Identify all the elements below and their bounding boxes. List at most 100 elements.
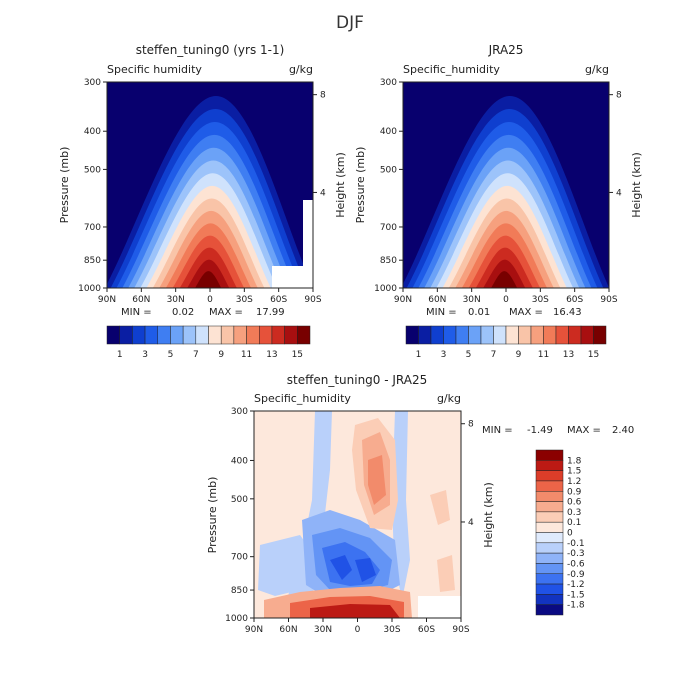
- panel-difference-ytick-label: 300: [231, 407, 248, 417]
- panel-model-field: [107, 82, 313, 288]
- panel-model-ytick-label: 400: [84, 127, 101, 137]
- panel-model-colorbar-cell: [233, 325, 247, 345]
- panel-model-colorbar-cell: [220, 325, 235, 345]
- panel-reanalysis-colorbar-cell: [468, 325, 482, 345]
- panel-reanalysis-colorbar-cell: [518, 325, 532, 345]
- panel-model-colorbar-cell: [259, 325, 273, 345]
- panel-difference-colorbar-label: -1.2: [567, 580, 585, 590]
- panel-difference-xtick-label: 30S: [383, 625, 400, 635]
- panel-model-ylabel: Pressure (mb): [58, 147, 71, 224]
- panel-difference-colorbar-label: -0.9: [567, 570, 585, 580]
- panel-reanalysis-ytick-label: 400: [380, 127, 397, 137]
- panel-difference-xtick-label: 60S: [418, 625, 435, 635]
- panel-model-colorbar-label: 1: [117, 350, 123, 360]
- panel-difference-colorbar-cell: [535, 532, 564, 544]
- panel-difference-colorbar-label: -0.1: [567, 539, 585, 549]
- panel-reanalysis-xtick-label: 90N: [394, 295, 412, 305]
- panel-model-ytick-label: 300: [84, 78, 101, 88]
- panel-model-colorbar-label: 7: [193, 350, 199, 360]
- panel-difference-colorbar-cell: [535, 460, 564, 471]
- panel-reanalysis-units: g/kg: [585, 63, 609, 76]
- panel-difference-colorbar-cell: [535, 501, 564, 513]
- panel-difference-left-label: Specific_humidity: [254, 392, 351, 405]
- panel-model-height-tick-label: 8: [320, 91, 326, 101]
- panel-reanalysis: JRA25 Specific_humidity g/kg 90N 60N 30N 0 3…: [354, 43, 643, 360]
- panel-model-xtick-label: 90N: [98, 295, 116, 305]
- panel-model-colorbar-cell: [271, 325, 285, 345]
- panel-reanalysis-height-tick-label: 4: [616, 188, 622, 198]
- panel-model-ytick-label: 850: [84, 256, 101, 266]
- panel-model-colorbar-label: 15: [292, 350, 303, 360]
- panel-difference-max-value: 2.40: [612, 425, 634, 436]
- panel-reanalysis-colorbar-label: 5: [466, 350, 472, 360]
- panel-model-missing-region: [272, 266, 313, 288]
- panel-model-colorbar-label: 9: [218, 350, 224, 360]
- panel-reanalysis-colorbar-cell: [418, 325, 432, 345]
- panel-difference-colorbar-label: -1.8: [567, 601, 585, 611]
- panel-reanalysis-colorbar-label: 7: [491, 350, 497, 360]
- panel-reanalysis-xtick-label: 30S: [532, 295, 549, 305]
- panel-model-left-label: Specific humidity: [107, 63, 202, 76]
- panel-difference-colorbar-cell: [535, 449, 564, 461]
- panel-reanalysis-colorbar-cell: [455, 325, 469, 345]
- panel-reanalysis-colorbar-cell: [568, 325, 582, 345]
- panel-model-colorbar-cell: [208, 325, 222, 345]
- panel-reanalysis-ylabel: Pressure (mb): [354, 147, 367, 224]
- panel-difference-colorbar-label: -0.6: [567, 559, 585, 569]
- panel-reanalysis-xtick-label: 60S: [566, 295, 583, 305]
- panel-reanalysis-min-value: 0.01: [468, 307, 490, 318]
- panel-difference-missing-region: [418, 596, 461, 618]
- panel-reanalysis-colorbar-label: 9: [516, 350, 522, 360]
- panel-model-xtick-label: 60S: [270, 295, 287, 305]
- panel-reanalysis-xtick-label: 60N: [428, 295, 446, 305]
- panel-difference-colorbar-label: -1.5: [567, 590, 585, 600]
- panel-reanalysis-colorbar-label: 15: [588, 350, 599, 360]
- panel-difference-height-tick-label: 4: [468, 518, 474, 528]
- panel-reanalysis-colorbar-cell: [593, 325, 607, 345]
- panel-difference-contour-band: [258, 535, 318, 596]
- panel-difference-colorbar-label: -0.3: [567, 549, 585, 559]
- panel-difference-contour-band: [368, 455, 386, 505]
- panel-model-colorbar-cell: [182, 325, 197, 345]
- panel-reanalysis-colorbar-cell: [443, 325, 457, 345]
- panel-difference-xtick-label: 90N: [245, 625, 263, 635]
- panel-model-colorbar-label: 13: [266, 350, 277, 360]
- panel-difference-xtick-label: 60N: [279, 625, 297, 635]
- panel-reanalysis-colorbar-label: 13: [563, 350, 574, 360]
- panel-difference: steffen_tuning0 - JRA25 Specific_humidit…: [206, 373, 634, 635]
- panel-difference-colorbar-cell: [535, 563, 564, 574]
- panel-reanalysis-ytick-label: 850: [380, 256, 397, 266]
- panel-difference-colorbar-label: 0.3: [567, 508, 581, 518]
- panel-reanalysis-stats: MIN = 0.01 MAX = 16.43: [426, 307, 582, 318]
- panel-reanalysis-colorbar-cell: [480, 325, 494, 345]
- panel-difference-xtick-label: 0: [355, 625, 361, 635]
- panel-model-colorbar-cell: [157, 325, 171, 345]
- panel-model: steffen_tuning0 (yrs 1-1) Specific humid…: [58, 43, 347, 360]
- panel-model-units: g/kg: [289, 63, 313, 76]
- panel-difference-height-tick-label: 8: [468, 420, 474, 430]
- panel-reanalysis-colorbar-cell: [405, 325, 419, 345]
- panel-reanalysis-ylabel-right: Height (km): [630, 152, 643, 218]
- panel-reanalysis-left-label: Specific_humidity: [403, 63, 500, 76]
- panel-difference-colorbar-cell: [535, 470, 564, 482]
- panel-difference-colorbar-cell: [535, 594, 564, 605]
- panel-difference-ylabel: Pressure (mb): [206, 477, 219, 554]
- panel-reanalysis-contour-band: [491, 271, 518, 288]
- panel-reanalysis-colorbar-cell: [505, 325, 519, 345]
- panel-difference-contour-band: [330, 555, 352, 580]
- panel-difference-contour-band: [392, 411, 410, 600]
- panel-reanalysis-height-tick-label: 8: [616, 91, 622, 101]
- panel-difference-xtick-label: 30N: [314, 625, 332, 635]
- panel-model-colorbar-cell: [170, 325, 184, 345]
- panel-model-colorbar-label: 11: [241, 350, 252, 360]
- panel-model-colorbar-cell: [284, 325, 298, 345]
- panel-difference-colorbar-label: 1.8: [567, 456, 582, 466]
- panel-difference-colorbar-label: 0.9: [567, 487, 582, 497]
- panel-difference-colorbar-cell: [535, 573, 564, 585]
- panel-reanalysis-ytick-label: 500: [380, 165, 397, 175]
- panel-difference-title: steffen_tuning0 - JRA25: [287, 373, 428, 387]
- panel-difference-contour-band: [437, 555, 455, 592]
- panel-difference-colorbar-label: 1.2: [567, 477, 581, 487]
- panel-difference-ytick-label: 850: [231, 586, 248, 596]
- panel-model-xtick-label: 30S: [236, 295, 253, 305]
